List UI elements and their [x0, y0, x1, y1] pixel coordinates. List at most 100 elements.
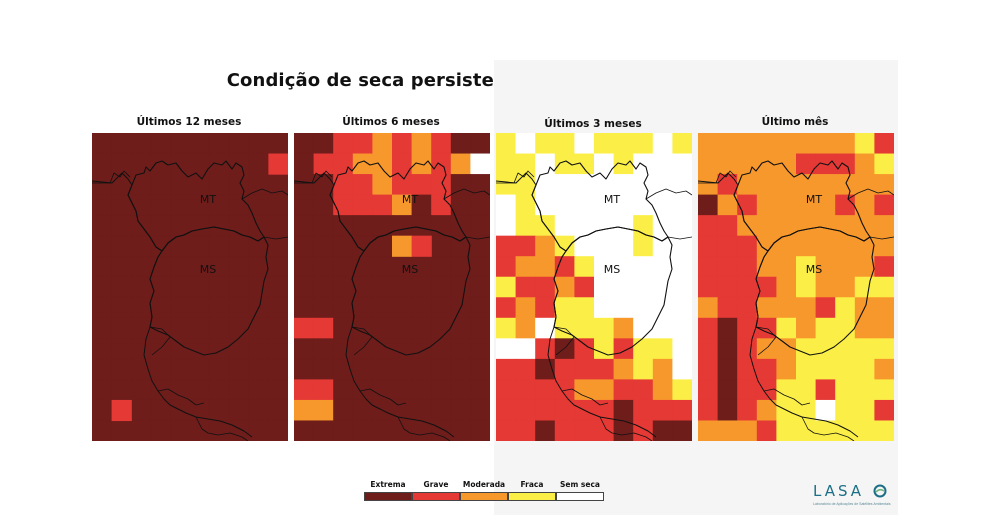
grid-cell-sem-seca	[574, 133, 595, 155]
grid-cell-sem-seca	[633, 194, 654, 216]
grid-cell-grave	[431, 174, 452, 196]
grid-cell-moderada	[554, 276, 575, 298]
grid-cell-moderada	[815, 133, 836, 155]
grid-cell-moderada	[835, 256, 856, 278]
grid-cell-moderada	[854, 235, 875, 257]
grid-cell-extrema	[209, 235, 230, 257]
legend-label: Moderada	[462, 480, 506, 489]
grid-cell-extrema	[150, 174, 171, 196]
boundary-line	[157, 388, 205, 406]
grid-cell-extrema	[313, 297, 334, 319]
grid-cell-extrema	[717, 379, 738, 401]
grid-cell-grave	[392, 153, 413, 175]
grid-cell-fraca	[796, 420, 817, 441]
grid-cell-extrema	[372, 276, 393, 298]
grid-cell-grave	[737, 338, 758, 360]
grid-cell-extrema	[92, 215, 113, 237]
grid-cell-fraca	[854, 338, 875, 360]
grid-cell-extrema	[111, 379, 132, 401]
grid-cell-extrema	[717, 358, 738, 380]
grid-cell-fraca	[874, 338, 894, 360]
grid-cell-sem-seca	[613, 276, 634, 298]
grid-cell-extrema	[190, 235, 211, 257]
grid-cell-moderada	[854, 215, 875, 237]
grid-cell-extrema	[470, 215, 490, 237]
grid-cell-moderada	[698, 420, 719, 441]
grid-cell-extrema	[470, 297, 490, 319]
grid-cell-sem-seca	[633, 317, 654, 339]
grid-cell-sem-seca	[594, 256, 615, 278]
grid-cell-grave	[535, 338, 556, 360]
grid-cell-extrema	[150, 379, 171, 401]
grid-cell-extrema	[111, 256, 132, 278]
grid-cell-grave	[815, 379, 836, 401]
grid-cell-extrema	[431, 358, 452, 380]
grid-cell-moderada	[776, 215, 797, 237]
grid-cell-extrema	[170, 317, 191, 339]
grid-cell-extrema	[470, 317, 490, 339]
grid-cell-grave	[313, 317, 334, 339]
grid-cell-grave	[333, 133, 354, 155]
grid-cell-extrema	[333, 317, 354, 339]
grid-cell-sem-seca	[574, 235, 595, 257]
grid-cell-extrema	[470, 379, 490, 401]
grid-cell-extrema	[170, 153, 191, 175]
region-label-ms: MS	[604, 263, 620, 276]
grid-cell-extrema	[131, 194, 152, 216]
grid-cell-grave	[835, 194, 856, 216]
boundary-line	[599, 416, 653, 441]
grid-cell-grave	[737, 276, 758, 298]
grid-cell-extrema	[352, 276, 373, 298]
border-outline	[698, 172, 859, 438]
grid-cell-extrema	[268, 358, 288, 380]
grid-cell-extrema	[229, 420, 250, 441]
grid-cell-grave	[698, 399, 719, 422]
grid-cell-grave	[574, 358, 595, 380]
grid-cell-sem-seca	[594, 194, 615, 216]
grid-cell-moderada	[874, 358, 894, 380]
grid-cell-extrema	[248, 194, 269, 216]
grid-cell-grave	[717, 215, 738, 237]
grid-cell-extrema	[209, 358, 230, 380]
boundary-line	[847, 188, 894, 200]
grid-cell-extrema	[190, 420, 211, 441]
grid-cell-moderada	[698, 297, 719, 319]
grid-cell-moderada	[796, 317, 817, 339]
grid-cell-fraca	[515, 153, 536, 175]
grid-cell-fraca	[594, 133, 615, 155]
border-outline	[92, 172, 253, 438]
grid-cell-grave	[411, 174, 432, 196]
grid-cell-moderada	[874, 235, 894, 257]
grid-cell-extrema	[131, 256, 152, 278]
grid-cell-moderada	[756, 174, 777, 196]
grid-cell-sem-seca	[535, 174, 556, 196]
grid-cell-extrema	[170, 235, 191, 257]
boundary-line	[801, 416, 855, 441]
grid-cell-sem-seca	[672, 194, 692, 216]
grid-cell-grave	[874, 256, 894, 278]
grid-cell-sem-seca	[652, 276, 673, 298]
boundary-line	[561, 388, 609, 406]
grid-cell-extrema	[150, 153, 171, 175]
grid-cell-extrema	[431, 317, 452, 339]
grid-cell-extrema	[268, 297, 288, 319]
grid-cell-moderada	[698, 153, 719, 175]
grid-cell-extrema	[333, 235, 354, 257]
grid-cell-sem-seca	[554, 194, 575, 216]
grid-cell-fraca	[594, 317, 615, 339]
grid-cell-moderada	[737, 153, 758, 175]
grid-cell-fraca	[776, 420, 797, 441]
grid-cell-extrema	[170, 297, 191, 319]
grid-cell-moderada	[737, 133, 758, 155]
grid-cell-extrema	[450, 194, 471, 216]
grid-cell-moderada	[756, 297, 777, 319]
grid-cell-fraca	[854, 358, 875, 380]
grid-cell-moderada	[594, 379, 615, 401]
grid-cell-extrema	[294, 256, 315, 278]
grid-cell-extrema	[470, 133, 490, 155]
grid-cell-extrema	[131, 399, 152, 422]
grid-cell-extrema	[294, 358, 315, 380]
grid-cell-moderada	[776, 153, 797, 175]
grid-cell-grave	[574, 276, 595, 298]
grid-cell-moderada	[874, 317, 894, 339]
